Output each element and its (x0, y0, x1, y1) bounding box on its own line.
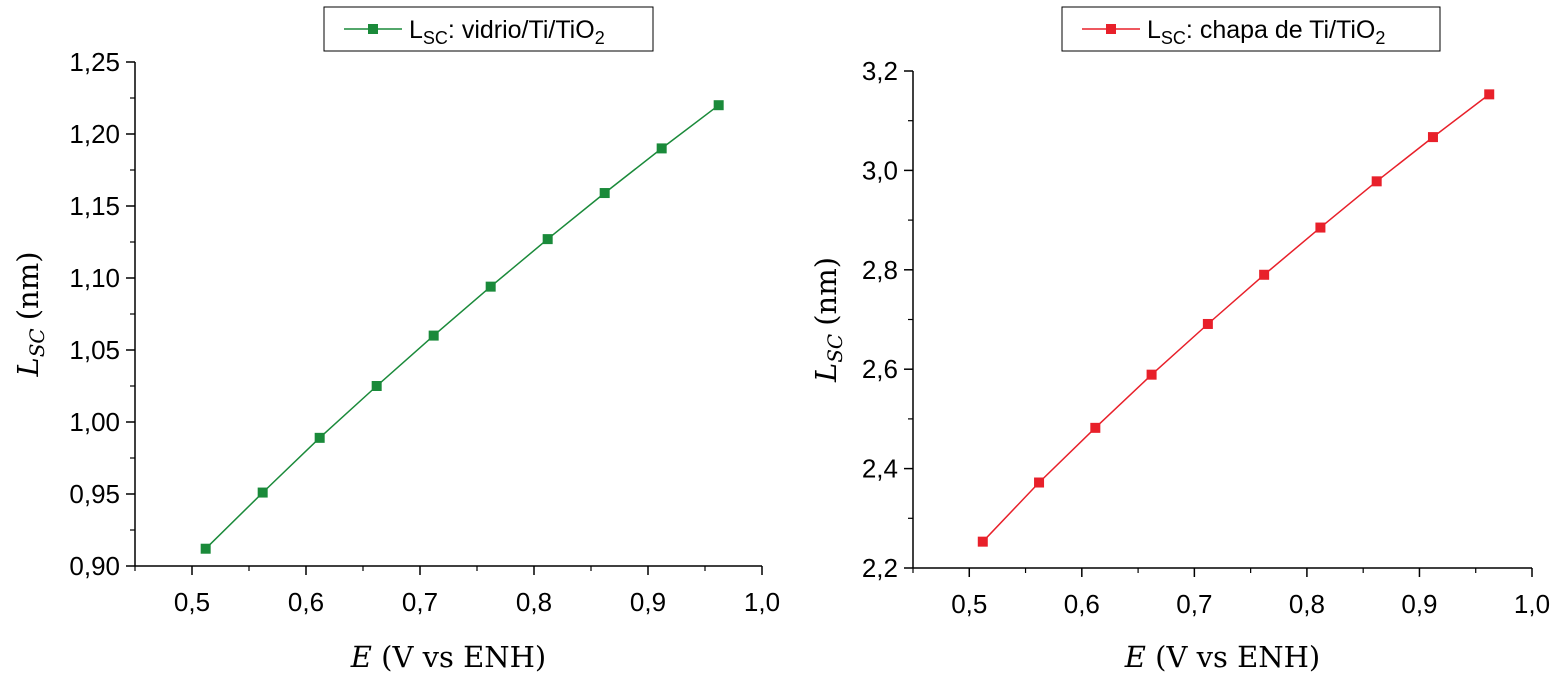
y-axis-subscript: SC (823, 334, 847, 363)
legend-rest: : vidrio/Ti/TiO (448, 16, 595, 44)
series-line (982, 93, 1490, 543)
y-axis-subscript: SC (25, 328, 49, 357)
legend-label: LSC: chapa de Ti/TiO2 (1147, 16, 1385, 48)
y-tick-label: 0,90 (69, 551, 120, 581)
legend: LSC: vidrio/Ti/TiO2 (323, 6, 654, 52)
x-axis-unit-gap (372, 640, 381, 673)
series-line (205, 104, 720, 550)
y-tick-label: 3,0 (862, 155, 898, 185)
data-point (1484, 89, 1495, 100)
x-axis-title: E (V vs ENH) (350, 640, 547, 673)
y-axis-title: LSC (nm) (809, 257, 847, 383)
y-tick-label: 2,2 (862, 553, 898, 583)
data-point (1090, 422, 1101, 433)
x-tick-label: 0,8 (516, 587, 552, 617)
y-axis-unit: (nm) (809, 257, 843, 326)
y-tick-label: 0,95 (69, 479, 120, 509)
y-axis-title: LSC (nm) (11, 251, 49, 377)
y-tick-label: 2,6 (862, 354, 898, 384)
data-point (314, 432, 325, 443)
x-tick-label: 1,0 (1514, 589, 1550, 619)
x-tick-label: 0,9 (1401, 589, 1437, 619)
data-point (200, 543, 211, 554)
y-tick-label: 1,05 (69, 335, 120, 365)
x-axis-unit: (V vs ENH) (1155, 640, 1320, 673)
x-axis-variable: E (350, 640, 372, 673)
data-point (1202, 318, 1213, 329)
data-point (428, 330, 439, 341)
data-point (371, 381, 382, 391)
data-point (599, 188, 610, 199)
y-tick-label: 2,4 (862, 454, 898, 484)
data-point (656, 143, 667, 154)
x-tick-label: 0,7 (1176, 589, 1212, 619)
x-tick-label: 0,5 (951, 589, 987, 619)
y-tick-label: 1,25 (69, 47, 120, 77)
x-tick-label: 1,0 (744, 587, 780, 617)
legend-subscript: SC (1161, 28, 1186, 48)
data-point (257, 487, 268, 498)
legend-marker (368, 24, 378, 34)
legend-subscript-2: 2 (595, 28, 605, 48)
data-point (977, 536, 988, 547)
x-axis-unit-gap (1146, 640, 1155, 673)
legend-main: L (1147, 16, 1161, 44)
x-tick-label: 0,6 (288, 587, 324, 617)
legend-label: LSC: vidrio/Ti/TiO2 (409, 16, 605, 48)
x-axis-title: E (V vs ENH) (1124, 640, 1321, 673)
y-tick-label: 3,2 (862, 56, 898, 86)
x-axis-variable: E (1124, 640, 1146, 673)
data-point (542, 234, 553, 245)
x-tick-label: 0,9 (630, 587, 666, 617)
legend-marker (1106, 24, 1116, 34)
data-point (1146, 369, 1157, 380)
data-point (485, 281, 496, 292)
x-tick-label: 0,6 (1064, 589, 1100, 619)
y-tick-label: 1,00 (69, 407, 120, 437)
y-axis-variable: L (809, 363, 843, 383)
chart-2: 0,5 0,6 0,7 0,8 0,9 1,0 2,2 2,4 2,6 2,8 3,0 3,2 E (V… (809, 6, 1550, 673)
data-point (1371, 176, 1382, 187)
data-point (1034, 477, 1045, 488)
legend: LSC: chapa de Ti/TiO2 (1061, 6, 1441, 52)
x-tick-label: 0,7 (402, 587, 438, 617)
legend-rest: : chapa de Ti/TiO (1186, 16, 1375, 44)
x-tick-label: 0,8 (1289, 589, 1325, 619)
legend-subscript: SC (423, 28, 448, 48)
y-tick-label: 2,8 (862, 255, 898, 285)
data-point (1315, 222, 1326, 233)
chart-1: 0,5 0,6 0,7 0,8 0,9 1,0 0,90 0,95 1,00 1,05 1,10 1,… (11, 6, 780, 673)
data-point (1427, 132, 1438, 143)
data-point (713, 100, 724, 111)
y-tick-label: 1,10 (69, 263, 120, 293)
y-tick-label: 1,15 (69, 191, 120, 221)
y-axis-unit: (nm) (11, 251, 45, 320)
y-axis-variable: L (11, 357, 45, 377)
x-axis-unit: (V vs ENH) (381, 640, 546, 673)
x-tick-label: 0,5 (174, 587, 210, 617)
data-point (1259, 269, 1270, 280)
legend-subscript-2: 2 (1375, 28, 1385, 48)
y-tick-label: 1,20 (69, 119, 120, 149)
legend-main: L (409, 16, 423, 44)
